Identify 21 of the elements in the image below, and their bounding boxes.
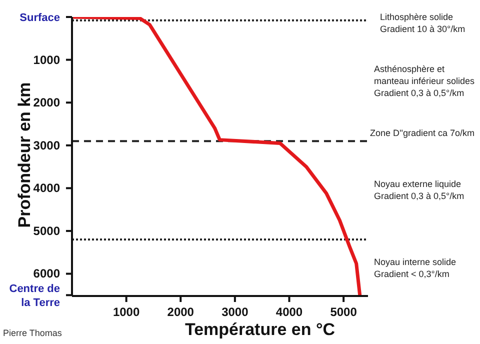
y-axis-title: Profondeur en km <box>15 80 34 228</box>
x-tick-label: 5000 <box>330 305 358 319</box>
text: Lithosphère solide Gradient 10 à 30°/km <box>380 11 466 35</box>
text: Noyau interne solide Gradient < 0,3°/km <box>374 256 456 280</box>
text: Asthénosphère et manteau inférieur solides Gradient 0,3 à 0,5°/km <box>374 62 475 99</box>
y-tick-label: 6000 <box>33 266 60 281</box>
x-axis-title: Température en °C <box>184 320 336 340</box>
x-tick-label: 4000 <box>276 305 303 319</box>
x-tick-label: 3000 <box>222 305 249 319</box>
y-tick-label: 4000 <box>33 181 60 196</box>
text: Pierre Thomas <box>3 328 62 338</box>
y-tick-label: Surface <box>20 12 60 24</box>
y-tick-label: 2000 <box>33 96 60 110</box>
x-tick-label: 2000 <box>167 305 194 319</box>
text: Noyau externe liquide Gradient 0,3 à 0,5°/km <box>374 178 464 202</box>
y-tick-label: 1000 <box>33 52 60 67</box>
y-tick-label: 5000 <box>33 224 60 238</box>
ref-line-label: Zone D''gradient ca 7o/km <box>370 128 474 138</box>
y-tick-label: Centre de la Terre <box>9 283 60 310</box>
y-tick-label: 3000 <box>33 138 60 152</box>
x-tick-label: 1000 <box>112 305 140 319</box>
